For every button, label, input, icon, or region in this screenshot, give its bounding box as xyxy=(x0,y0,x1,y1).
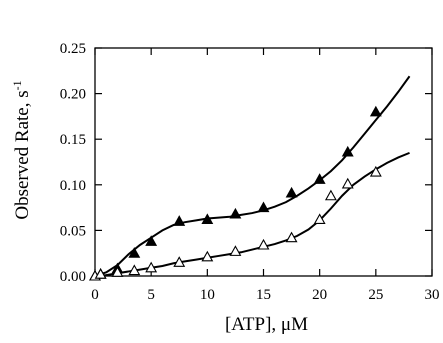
filled-triangle-point xyxy=(369,105,382,117)
open-triangle-point xyxy=(257,238,270,250)
x-tick-label: 5 xyxy=(147,287,155,303)
open-triangle-point xyxy=(285,231,298,243)
data-points xyxy=(89,105,382,281)
open-triangle-point xyxy=(145,261,158,273)
y-tick-label: 0.15 xyxy=(60,132,86,148)
x-tick-label: 25 xyxy=(368,287,383,303)
filled-triangle-point xyxy=(285,186,298,198)
x-tick-label: 10 xyxy=(200,287,215,303)
filled-triangle-point xyxy=(257,201,270,213)
open-triangle-point xyxy=(94,268,107,279)
x-tick-label: 20 xyxy=(312,287,327,303)
fit-curves xyxy=(94,75,411,277)
open-triangle-point xyxy=(369,165,382,177)
y-tick-label: 0.00 xyxy=(60,269,86,285)
x-tick-label: 0 xyxy=(91,287,99,303)
y-tick-label: 0.05 xyxy=(60,223,86,239)
open-triangle-point xyxy=(229,245,242,256)
axis-ticks: 0 5 10 15 20 25 30 0.00 0.05 0.10 0.15 0.20 0.25 xyxy=(60,41,440,303)
open-triangle-point xyxy=(128,264,141,276)
open-triangle-point xyxy=(111,266,124,277)
open-triangle-point xyxy=(173,256,186,267)
filled-triangle-point xyxy=(128,247,141,258)
filled-triangle-point xyxy=(313,173,326,184)
filled-triangle-point xyxy=(201,213,214,225)
y-axis-label: Observed Rate, s-1 xyxy=(10,80,34,219)
x-tick-label: 15 xyxy=(256,287,271,303)
y-tick-label: 0.25 xyxy=(60,41,86,57)
y-tick-label: 0.10 xyxy=(60,178,86,194)
fit-curve-1 xyxy=(94,75,411,277)
open-triangle-point xyxy=(324,189,337,201)
y-axis-label-exponent: -1 xyxy=(9,80,24,91)
fit-curve-2 xyxy=(94,151,410,277)
filled-triangle-point xyxy=(145,235,158,246)
open-triangle-point xyxy=(341,177,354,189)
open-triangle-point xyxy=(201,250,214,262)
filled-triangle-point xyxy=(173,215,186,226)
x-tick-label: 30 xyxy=(425,287,440,303)
filled-triangle-point xyxy=(341,145,354,157)
open-triangle-point xyxy=(313,213,326,225)
y-tick-label: 0.20 xyxy=(60,87,86,103)
filled-triangle-point xyxy=(229,207,242,219)
x-axis-label: [ATP], μM xyxy=(224,314,309,335)
y-axis-label-base: Observed Rate, s xyxy=(12,90,34,220)
